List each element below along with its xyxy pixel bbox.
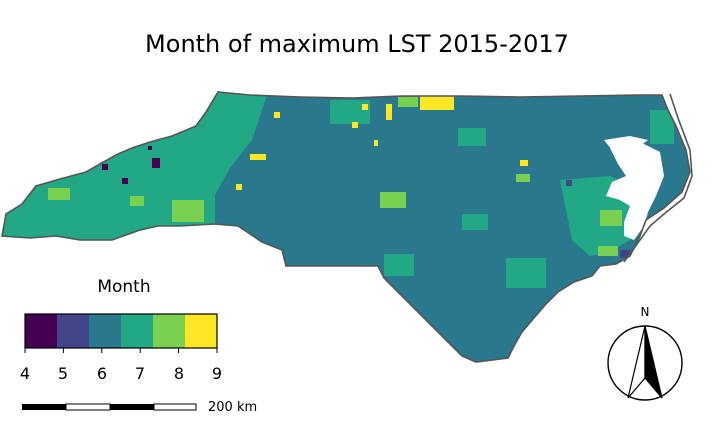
raster-patch-month9 — [352, 122, 358, 128]
albemarle-sound — [604, 136, 648, 150]
legend-color-swatch — [153, 314, 186, 348]
raster-patch-month8 — [516, 174, 530, 182]
legend-colorbar-frame — [24, 313, 218, 349]
scale-bar-segment — [22, 404, 66, 410]
raster-patch-month9 — [374, 140, 378, 146]
raster-patch-month8 — [48, 188, 70, 200]
raster-patch-month4 — [148, 146, 152, 150]
raster-patch-month9 — [386, 104, 392, 120]
raster-patch-month5 — [620, 250, 630, 258]
scale-bar — [22, 403, 197, 411]
raster-patch-month7 — [330, 100, 370, 124]
raster-patch-month7 — [506, 258, 546, 288]
legend-tick-label: 9 — [211, 364, 223, 383]
legend-tick-label: 5 — [57, 364, 69, 383]
state-outline — [1, 91, 691, 363]
raster-patch-month9 — [236, 184, 242, 190]
legend-color-swatch — [121, 314, 154, 348]
raster-patch-month9 — [362, 104, 368, 110]
north-arrow-label: N — [640, 305, 650, 319]
raster-patch-month8 — [130, 196, 144, 206]
legend-colorbar-ticks — [24, 348, 218, 353]
scale-bar-segment — [153, 403, 197, 411]
raster-patch-month7 — [462, 214, 488, 230]
legend-tick-label: 8 — [173, 364, 185, 383]
legend-tick-label: 7 — [134, 364, 146, 383]
legend-tick-label: 4 — [19, 364, 31, 383]
legend-color-swatch — [25, 314, 58, 348]
legend-colorbar — [25, 314, 218, 348]
outer-banks-outline — [623, 93, 693, 263]
raster-patch-month8 — [380, 192, 406, 208]
raster-patch-month8 — [600, 210, 622, 226]
legend-tick-label: 6 — [96, 364, 108, 383]
raster-patch-month5 — [566, 180, 572, 186]
raster-patch-month4 — [102, 164, 108, 170]
legend-color-swatch — [57, 314, 90, 348]
legend-color-swatch — [89, 314, 122, 348]
raster-patch-month9 — [250, 154, 266, 160]
scale-bar-label: 200 km — [208, 400, 258, 415]
raster-patch-month7 — [384, 254, 414, 276]
raster-patch-month9 — [274, 112, 280, 118]
raster-patch-month4 — [152, 158, 160, 168]
raster-patch-month9 — [520, 160, 528, 166]
scale-bar-segment — [110, 404, 154, 410]
pamlico-sound — [606, 142, 664, 240]
legend-title: Month — [97, 277, 151, 297]
scale-bar-segment — [65, 403, 111, 411]
legend-color-swatch — [185, 314, 218, 348]
north-arrow-icon — [607, 325, 683, 401]
raster-patch-month4 — [122, 178, 128, 184]
raster-patch-month8 — [398, 97, 418, 107]
raster-patch-month7 — [458, 128, 486, 146]
raster-patch-month8 — [598, 246, 618, 256]
map-title: Month of maximum LST 2015-2017 — [145, 30, 569, 58]
raster-patch-month9 — [420, 96, 454, 110]
raster-patch-month8 — [172, 200, 204, 222]
